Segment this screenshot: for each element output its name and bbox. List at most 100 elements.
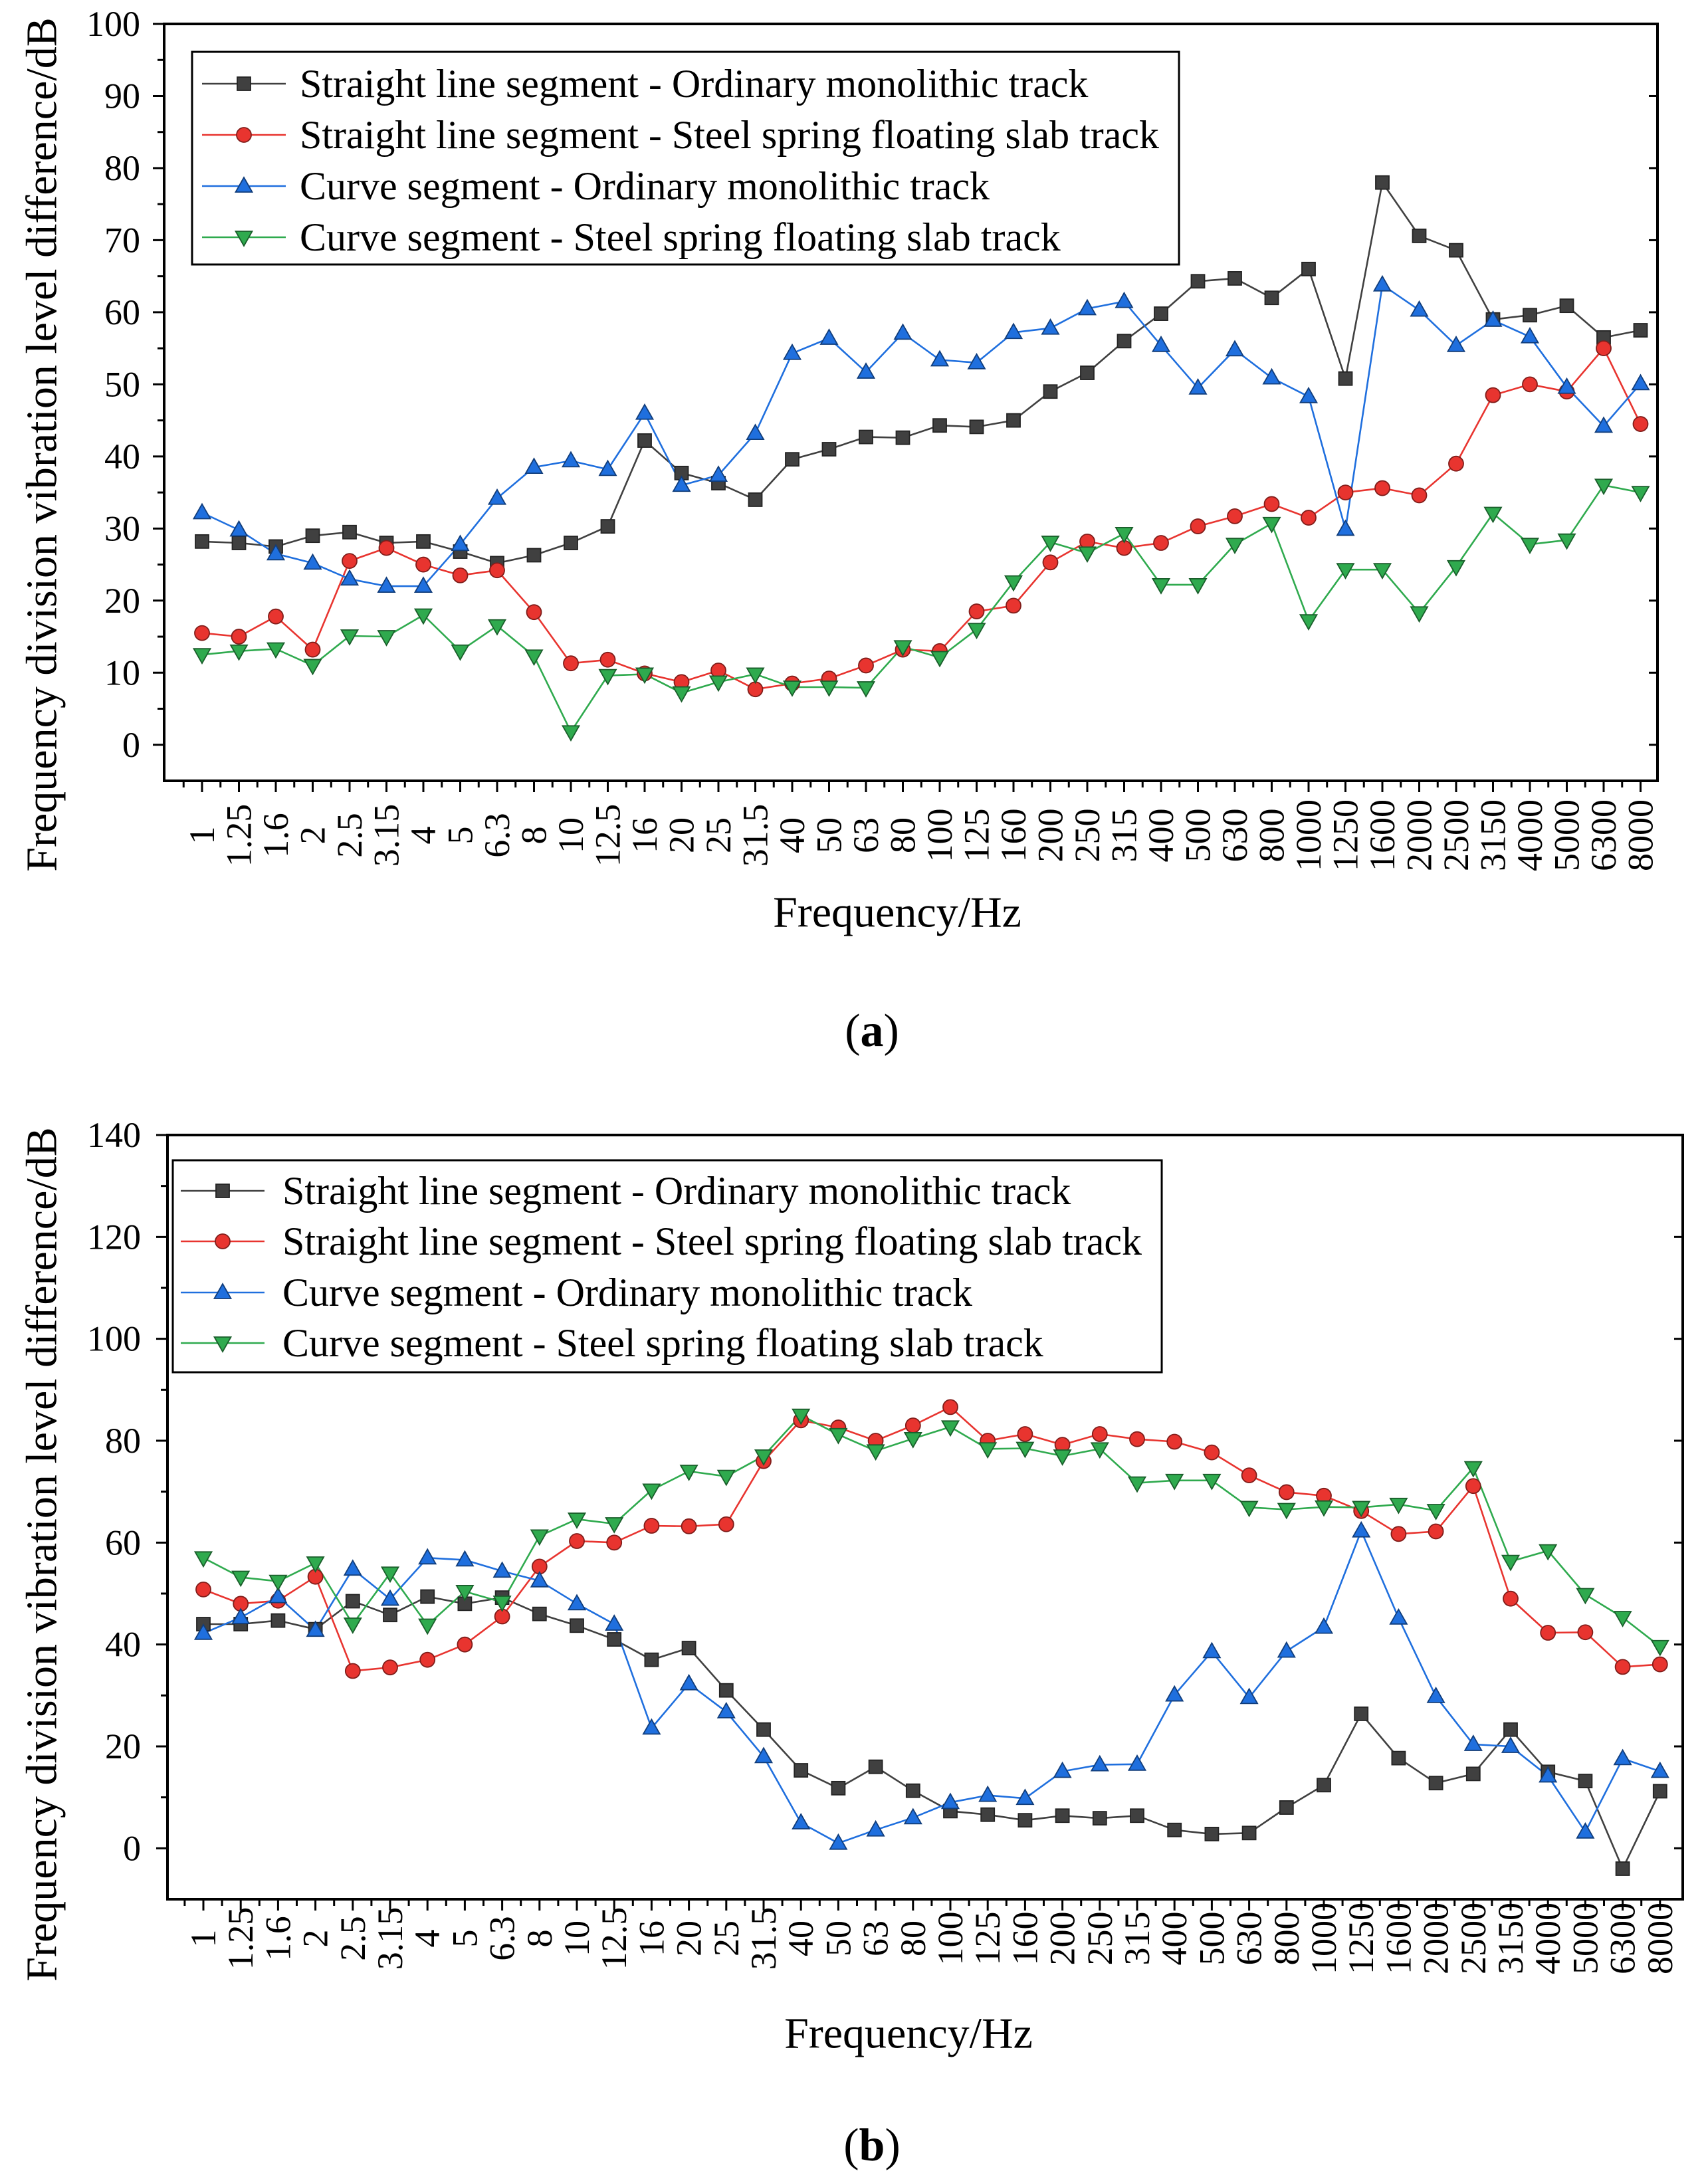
legend-marker xyxy=(236,127,252,143)
series-2-point xyxy=(563,655,579,672)
caption-prefix: ( xyxy=(845,1005,860,1057)
x-tick-label: 160 xyxy=(1005,1912,1045,1966)
series-3-point xyxy=(967,353,986,369)
series-4-point xyxy=(1041,536,1060,552)
series-3-point xyxy=(567,1594,587,1611)
x-tick-label: 1250 xyxy=(1341,1903,1381,1974)
x-tick-label: 63 xyxy=(856,1921,896,1956)
series-2-point xyxy=(606,1534,623,1551)
series-2-point xyxy=(1017,1426,1033,1442)
series-4-point xyxy=(377,630,396,647)
caption-label: b xyxy=(859,2120,885,2171)
series-1-point xyxy=(1428,1776,1443,1791)
x-tick-label: 3.15 xyxy=(370,1907,410,1970)
x-tick-label: 8 xyxy=(520,1930,560,1948)
series-1-point xyxy=(969,419,984,435)
series-3-point xyxy=(1151,335,1171,352)
series-3-point xyxy=(903,1808,922,1825)
series-4-point xyxy=(492,1596,512,1612)
series-1-point xyxy=(1092,1811,1107,1826)
series-1-point xyxy=(1449,243,1463,258)
series-1-point xyxy=(342,524,357,540)
series-3-point xyxy=(1557,377,1576,394)
series-4-point xyxy=(1594,478,1614,496)
x-tick-label: 12.5 xyxy=(588,804,628,867)
caption-prefix: ( xyxy=(843,2120,859,2171)
series-3-point xyxy=(340,569,360,586)
panel-a-chart: 010203040506070809010011.251.622.53.1545… xyxy=(18,4,1661,1057)
series-3-point xyxy=(418,1548,437,1565)
series-1-point xyxy=(231,536,247,550)
series-3-point xyxy=(530,1571,549,1588)
series-3-point xyxy=(1539,1766,1558,1783)
series-2-point xyxy=(1503,1590,1519,1607)
series-3-point xyxy=(940,1792,960,1810)
series-2-point xyxy=(1153,535,1169,551)
series-1-point xyxy=(600,519,615,534)
series-4-point xyxy=(829,1427,848,1445)
series-1-point xyxy=(1117,334,1132,349)
x-axis-title: Frequency/Hz xyxy=(773,888,1021,937)
series-3-point xyxy=(792,1813,811,1829)
series-2-point xyxy=(1411,487,1428,504)
y-tick-label: 0 xyxy=(123,1828,141,1868)
series-1-point xyxy=(564,536,578,550)
series-3-point xyxy=(1277,1641,1296,1658)
x-tick-label: 800 xyxy=(1267,1912,1307,1966)
series-2-point xyxy=(415,556,431,573)
series-3-point xyxy=(754,1746,774,1764)
x-tick-label: 8000 xyxy=(1621,799,1661,871)
series-3-point xyxy=(1127,1754,1147,1771)
series-1-point xyxy=(785,452,800,467)
x-tick-label: 80 xyxy=(883,817,923,853)
series-4-point xyxy=(524,649,544,667)
series-1-point xyxy=(1006,413,1021,428)
y-tick-label: 70 xyxy=(104,220,140,260)
series-2-point xyxy=(457,1636,473,1653)
legend-marker xyxy=(213,1283,233,1299)
series-2-point xyxy=(1428,1523,1444,1540)
legend-marker xyxy=(215,1233,231,1249)
x-tick-label: 250 xyxy=(1067,809,1107,863)
series-4-point xyxy=(642,1483,661,1501)
series-3-point xyxy=(708,465,728,482)
x-tick-label: 2.5 xyxy=(333,1916,373,1961)
x-tick-label: 2500 xyxy=(1436,799,1476,871)
series-1-point xyxy=(1154,306,1168,321)
series-3-point xyxy=(672,475,691,492)
series-3-point xyxy=(1426,1687,1445,1703)
series-4-line xyxy=(201,484,1641,733)
series-3-point xyxy=(1314,1617,1334,1634)
series-3-point xyxy=(856,362,876,379)
series-4-point xyxy=(792,1408,811,1425)
series-3-point xyxy=(1483,310,1503,327)
x-tick-label: 250 xyxy=(1080,1912,1120,1966)
legend-marker xyxy=(237,76,251,91)
legend-marker xyxy=(234,176,254,193)
series-4-point xyxy=(303,659,322,676)
series-3-point xyxy=(413,576,433,593)
series-1-point xyxy=(895,430,910,445)
legend-box xyxy=(171,1159,1163,1374)
x-tick-label: 10 xyxy=(557,1921,597,1956)
x-tick-label: 800 xyxy=(1252,809,1292,863)
x-tick-label: 1.6 xyxy=(258,1916,298,1961)
series-3-point xyxy=(192,502,212,520)
series-2-point xyxy=(304,641,321,658)
series-1-point xyxy=(345,1594,360,1609)
series-2-point xyxy=(342,553,358,570)
series-2-point xyxy=(718,1516,734,1532)
series-4-point xyxy=(1004,575,1023,592)
legend-label: Curve segment - Steel spring floating sl… xyxy=(282,1321,1043,1365)
legend-label: Curve segment - Ordinary monolithic trac… xyxy=(300,164,990,208)
series-4-point xyxy=(268,1574,288,1592)
series-1-point xyxy=(1354,1707,1369,1721)
x-tick-label: 4 xyxy=(403,827,443,845)
panel-b-chart: 02040608010012014011.251.622.53.15456.38… xyxy=(18,1115,1684,2171)
series-3-point xyxy=(635,403,655,420)
legend-marker xyxy=(215,1184,230,1198)
series-1-point xyxy=(637,433,652,448)
y-tick-label: 20 xyxy=(104,581,140,621)
series-4-point xyxy=(418,1618,437,1635)
